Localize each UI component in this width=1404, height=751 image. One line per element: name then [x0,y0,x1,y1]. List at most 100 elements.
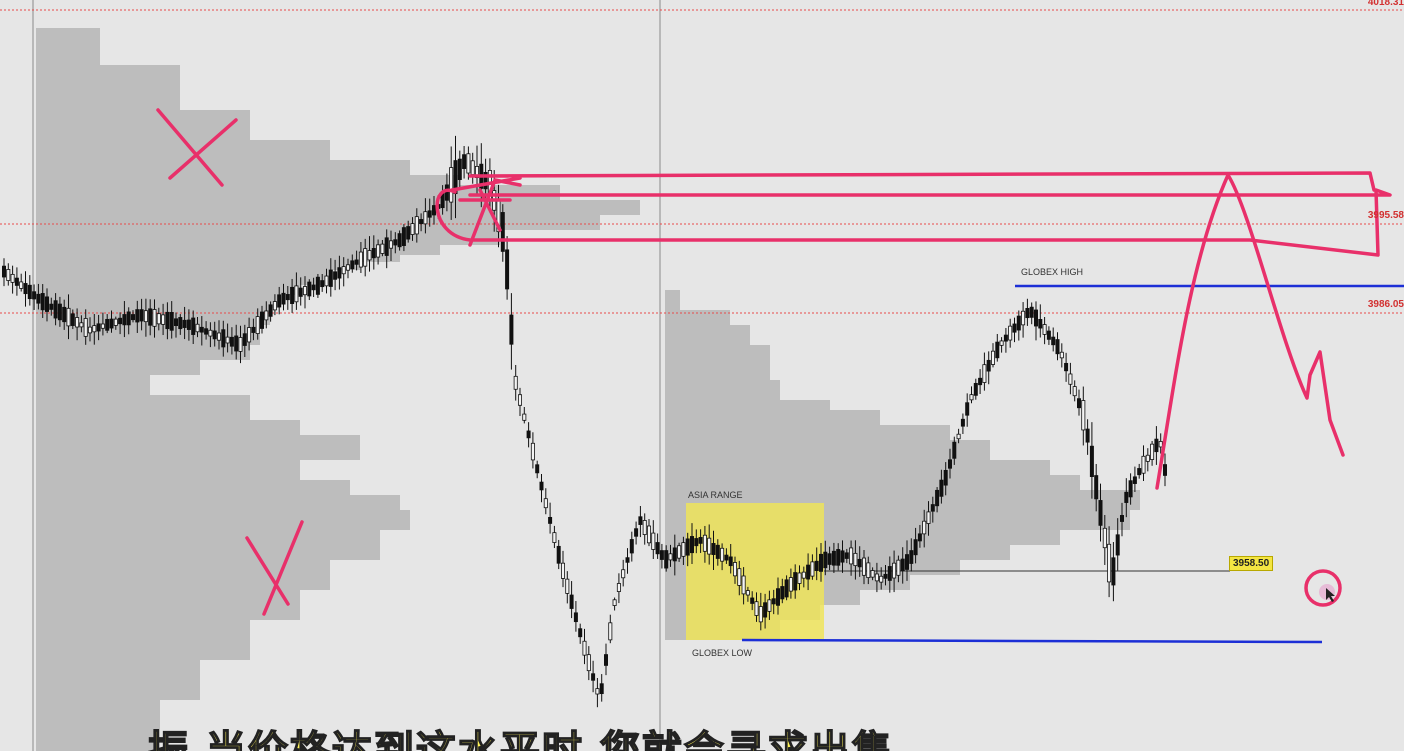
candle-body [659,550,664,560]
candle-body [1059,351,1064,359]
candle-body [733,562,738,577]
cross-mark-upper [156,108,238,187]
candle-body [599,683,604,695]
candle-body [862,557,867,576]
candle-body [1150,443,1155,460]
candle-body [750,597,755,604]
candle-body [543,498,548,509]
candle-body [973,382,978,396]
candle-body [909,550,914,564]
cross-mark-lower [245,520,304,616]
candle-body [737,568,742,586]
candle-body [720,547,725,562]
candle-body [264,310,269,321]
candle-body [638,516,643,525]
candle-body [651,532,656,550]
candle-body [79,322,84,328]
candle-body [595,688,600,695]
globex-low-label: GLOBEX LOW [692,648,753,658]
candle-body [513,375,518,390]
price-label-3995: 3995.58 [1367,210,1404,221]
candle-body [449,167,454,203]
candle-body [1132,476,1137,484]
candle-body [965,402,970,416]
candle-body [195,323,200,333]
candle-body [66,307,71,327]
candle-body [70,313,75,326]
candle-body [814,560,819,572]
candle-body [466,153,471,174]
candle-body [1003,334,1008,342]
candle-body [784,579,789,598]
candle-body [793,572,798,591]
candle-body [354,259,359,265]
candle-body [883,573,888,579]
candle-body [565,578,570,594]
candle-body [728,556,733,567]
candle-body [840,550,845,563]
candle-body [1115,534,1120,556]
candle-body [307,281,312,297]
candle-body [1124,491,1129,503]
candle-body [135,309,140,323]
cursor-arrow-icon [1326,588,1335,602]
candle-body [1077,398,1082,409]
candle-body [277,294,282,308]
candle-body [745,590,750,596]
candle-body [156,313,161,325]
candle-body [406,226,411,240]
candle-body [857,558,862,568]
cursor-circle [1304,569,1342,607]
candle-body [57,303,62,321]
candle-body [995,341,1000,359]
candle-body [401,227,406,246]
candle-body [393,239,398,246]
candle-body [810,561,815,577]
candle-body [629,539,634,554]
candle-body [819,553,824,572]
candle-body [414,216,419,235]
candle-body [1085,428,1090,443]
candle-body [526,430,531,439]
candle-body [427,210,432,218]
candle-body [10,273,15,283]
candle-body [281,292,286,305]
candle-body [939,479,944,497]
candle-body [582,640,587,656]
candle-body [879,575,884,583]
candle-body [320,280,325,288]
candle-body [191,317,196,335]
candle-body [358,251,363,268]
candle-body [259,311,264,329]
candle-body [969,394,974,401]
candle-body [530,442,535,461]
candle-body [948,459,953,469]
candle-body [302,286,307,296]
resistance-box [435,171,1392,257]
candle-body [1025,308,1030,319]
candle-body [204,328,209,335]
candle-body [634,528,639,537]
candle-body [285,294,290,301]
candle-body [608,622,613,641]
candle-body [345,264,350,271]
candle-body [1072,386,1077,397]
candle-body [53,300,58,319]
candle-body [40,293,45,311]
candle-body [350,260,355,270]
candle-body [337,267,342,279]
candle-body [148,308,153,326]
candle-body [694,538,699,547]
candle-body [905,554,910,570]
candle-body [1154,438,1159,453]
candle-body [702,534,707,552]
candle-body [83,318,88,337]
candle-body [388,240,393,249]
candle-body [978,377,983,386]
candle-body [1089,445,1094,478]
candle-body [887,566,892,581]
candle-body [642,520,647,535]
candle-body [431,205,436,216]
candle-body [470,160,475,175]
